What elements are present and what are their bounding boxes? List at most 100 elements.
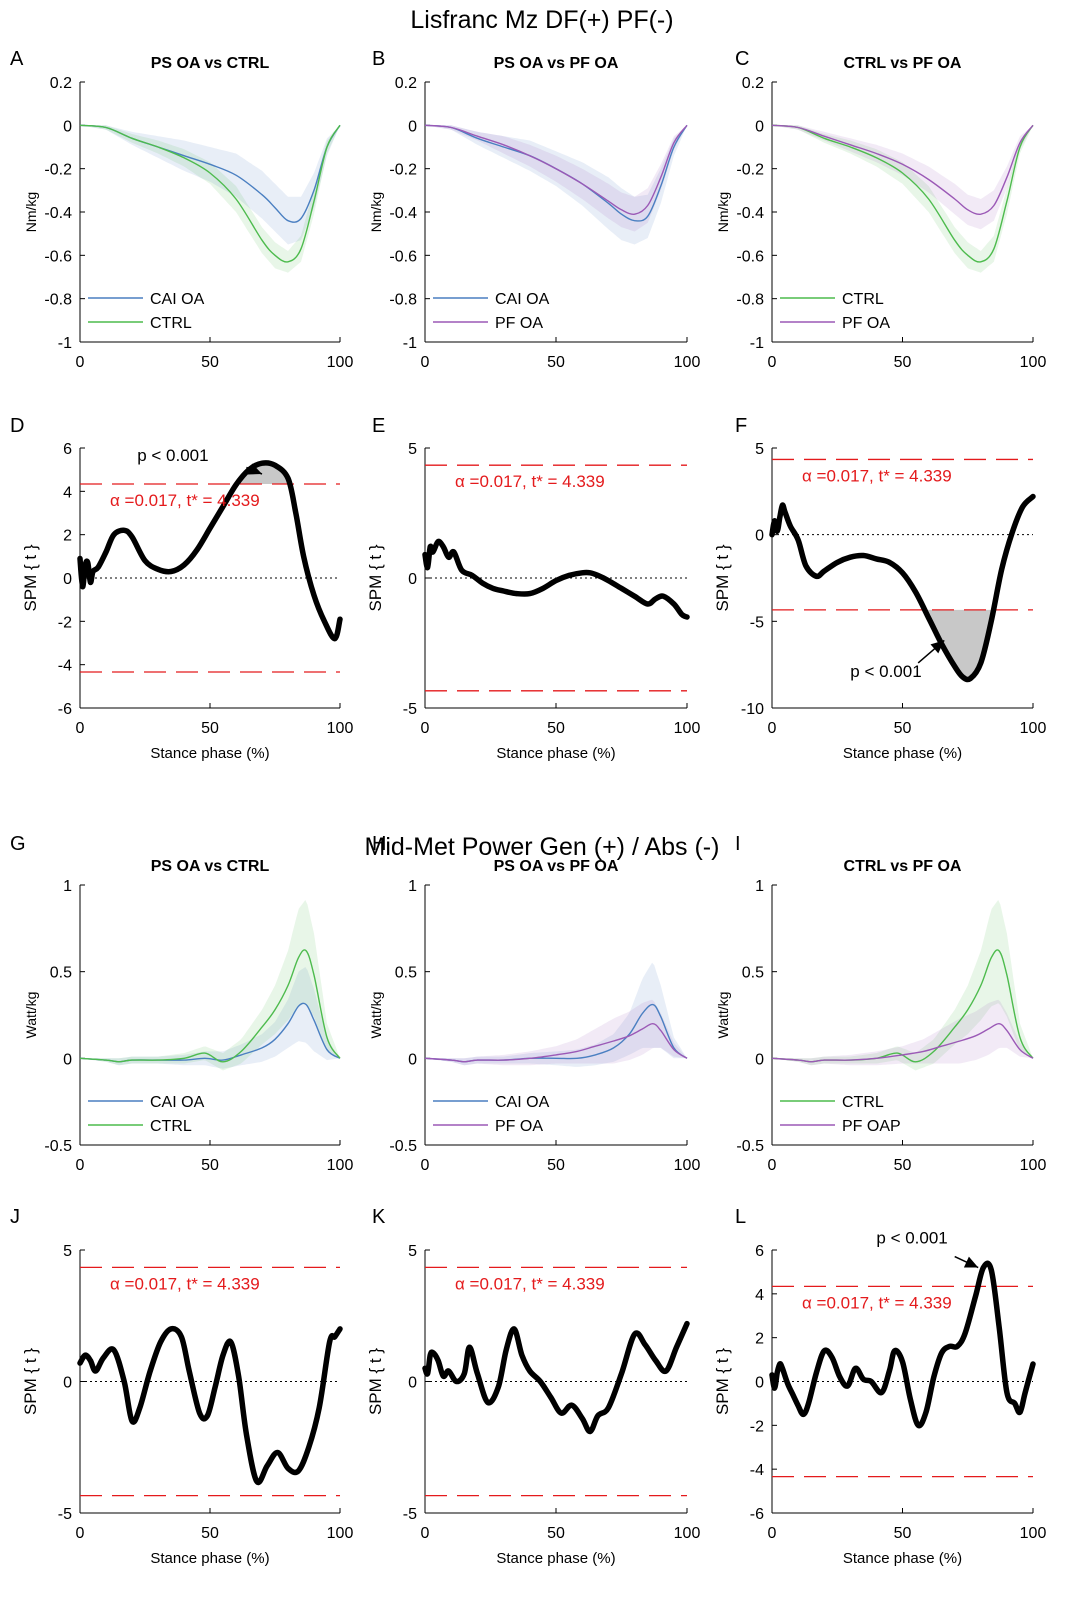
y-tick-label: -0.2	[44, 162, 72, 179]
x-tick-label: 0	[768, 720, 777, 737]
x-tick-label: 0	[768, 1525, 777, 1542]
y-axis-label: SPM { t }	[713, 544, 732, 611]
x-tick-label: 100	[327, 1157, 354, 1174]
y-tick-label: 6	[755, 1243, 764, 1260]
x-tick-label: 50	[201, 354, 219, 371]
legend-entry: CTRL	[842, 291, 884, 308]
sd-band-cai-oa	[425, 962, 687, 1067]
y-tick-label: -2	[58, 614, 72, 631]
legend-entry: CTRL	[150, 1118, 192, 1135]
x-tick-label: 0	[421, 720, 430, 737]
x-tick-label: 50	[547, 720, 565, 737]
panel-letter-l: L	[735, 1206, 746, 1228]
y-tick-label: 0	[755, 528, 764, 545]
threshold-label: α =0.017, t* = 4.339	[802, 1293, 952, 1312]
x-tick-label: 0	[768, 354, 777, 371]
legend-entry: PF OA	[495, 1118, 543, 1135]
legend-entry: PF OA	[495, 315, 543, 332]
x-axis-label: Stance phase (%)	[843, 745, 962, 762]
x-tick-label: 100	[1020, 1525, 1047, 1542]
y-tick-label: 0	[63, 1051, 72, 1068]
series-line-cai-oa	[424, 124, 688, 222]
x-tick-label: 50	[894, 1525, 912, 1542]
panel-c: C CTRL vs PF OA0.20-0.2-0.4-0.6-0.8-10 50 1…	[715, 48, 1046, 371]
y-tick-label: -0.8	[389, 292, 417, 309]
y-axis-label: Watt/kg	[715, 992, 731, 1039]
panel-letter-a: A	[10, 48, 24, 70]
x-tick-label: 100	[1020, 354, 1047, 371]
p-value-annotation: p < 0.001	[850, 662, 921, 681]
y-tick-label: 0	[408, 1375, 417, 1392]
x-tick-label: 100	[674, 1525, 701, 1542]
y-tick-label: 0	[408, 571, 417, 588]
y-tick-label: -0.5	[736, 1138, 764, 1155]
legend-entry: PF OAP	[842, 1118, 901, 1135]
panel-letter-h: H	[372, 833, 386, 855]
series-line-pf-oa	[771, 124, 1034, 216]
y-tick-label: -0.2	[389, 162, 417, 179]
x-axis-label: Stance phase (%)	[496, 1550, 615, 1567]
x-tick-label: 50	[201, 720, 219, 737]
x-tick-label: 50	[547, 1525, 565, 1542]
y-tick-label: 5	[755, 441, 764, 458]
y-tick-label: -5	[750, 614, 764, 631]
threshold-label: α =0.017, t* = 4.339	[455, 472, 605, 491]
spm-trajectory	[77, 1325, 343, 1486]
x-tick-label: 0	[768, 1157, 777, 1174]
panel-letter-f: F	[735, 415, 747, 437]
sd-band-pf-oa	[425, 125, 687, 232]
y-tick-label: 2	[63, 528, 72, 545]
panel-letter-i: I	[735, 833, 741, 855]
x-tick-label: 100	[327, 720, 354, 737]
y-axis-label: SPM { t }	[366, 1348, 385, 1415]
y-tick-label: 0	[63, 1375, 72, 1392]
x-tick-label: 50	[894, 354, 912, 371]
y-tick-label: -0.4	[736, 205, 764, 222]
panel-letter-b: B	[372, 48, 385, 70]
y-axis-label: Nm/kg	[23, 192, 39, 232]
y-tick-label: -4	[58, 658, 72, 675]
y-tick-label: -5	[403, 701, 417, 718]
sd-band-pf-oa	[425, 999, 687, 1066]
annotation-arrowhead	[930, 640, 945, 654]
y-tick-label: 0	[755, 1051, 764, 1068]
y-tick-label: 1	[408, 878, 417, 895]
panel-letter-k: K	[372, 1206, 386, 1228]
y-tick-label: 0.2	[395, 75, 417, 92]
y-axis-label: SPM { t }	[366, 544, 385, 611]
y-tick-label: 1	[755, 878, 764, 895]
y-tick-label: 6	[63, 441, 72, 458]
y-axis-label: Watt/kg	[23, 992, 39, 1039]
y-tick-label: 0.5	[742, 965, 764, 982]
annotation-arrowhead	[247, 463, 262, 475]
panel-title-b: PS OA vs PF OA	[494, 55, 619, 72]
x-tick-label: 50	[547, 354, 565, 371]
threshold-label: α =0.017, t* = 4.339	[455, 1274, 605, 1293]
panel-title-i: CTRL vs PF OA	[844, 858, 962, 875]
series-line-ctrl	[79, 124, 341, 263]
panel-title-g: PS OA vs CTRL	[151, 858, 270, 875]
x-tick-label: 100	[674, 1157, 701, 1174]
x-axis-label: Stance phase (%)	[150, 1550, 269, 1567]
y-tick-label: -0.5	[44, 1138, 72, 1155]
y-tick-label: -2	[750, 1418, 764, 1435]
sd-band-pf-oa	[772, 125, 1033, 230]
panel-b: B PS OA vs PF OA0.20-0.2-0.4-0.6-0.8-10 50…	[368, 48, 700, 371]
x-tick-label: 0	[421, 1525, 430, 1542]
sd-band-cai-oa	[425, 125, 687, 245]
panel-letter-d: D	[10, 415, 24, 437]
legend-entry: CAI OA	[150, 1094, 205, 1111]
y-tick-label: -0.2	[736, 162, 764, 179]
y-tick-label: 0	[755, 1375, 764, 1392]
y-tick-label: 4	[755, 1287, 764, 1304]
y-tick-label: 0.5	[395, 965, 417, 982]
y-tick-label: -0.5	[389, 1138, 417, 1155]
panel-letter-c: C	[735, 48, 749, 70]
